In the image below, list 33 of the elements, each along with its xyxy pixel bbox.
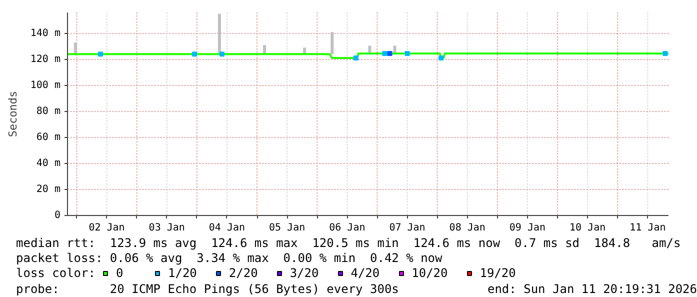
legend-label: 4/20 [350, 266, 380, 280]
y-tick-label: 120 m [30, 54, 61, 65]
x-tick-label: 08 Jan [449, 222, 486, 234]
legend-label: 0 [116, 266, 124, 280]
y-tick-label: 140 m [30, 28, 61, 39]
x-tick-label: 02 Jan [88, 222, 125, 234]
text: probe: 20 ICMP Echo Pings (56 Bytes) every 300s [16, 282, 399, 297]
bar [218, 14, 221, 54]
x-tick-label: 05 Jan [269, 222, 306, 234]
y-tick-label: 100 m [30, 80, 61, 91]
x-tick-label: 07 Jan [389, 222, 426, 234]
legend-label: 10/20 [412, 266, 448, 280]
x-tick-label: 03 Jan [148, 222, 185, 234]
y-tick-label: 60 m [36, 132, 61, 143]
y-tick-label: 80 m [36, 106, 61, 117]
legend-label: 2/20 [228, 266, 258, 280]
y-tick-label: 0 [54, 210, 61, 221]
legend-label: 3/20 [290, 266, 319, 280]
x-tick-label: 06 Jan [329, 222, 366, 234]
bar [330, 32, 334, 54]
x-tick-label: 11 Jan [630, 222, 666, 234]
x-tick-label: 10 Jan [570, 222, 606, 234]
x-tick-label: 04 Jan [208, 222, 246, 234]
legend-title: loss color: [16, 266, 96, 281]
x-tick-label: 09 Jan [509, 222, 546, 234]
y-tick-label: 40 m [36, 158, 61, 169]
text: end: Sun Jan 11 20:19:31 2026 [487, 282, 697, 297]
y-axis-title: Seconds [6, 90, 20, 138]
legend-label: 19/20 [480, 266, 516, 280]
text: packet loss: 0.06 % avg 3.34 % max 0.00 % min 0.42 % now [16, 251, 442, 266]
legend-label: 1/20 [168, 266, 197, 280]
text: median rtt: 123.9 ms avg 124.6 ms max 120.5 ms min 124.6 ms now 0.7 ms sd 184.8 am/s [16, 236, 681, 251]
y-tick-label: 20 m [36, 184, 61, 195]
